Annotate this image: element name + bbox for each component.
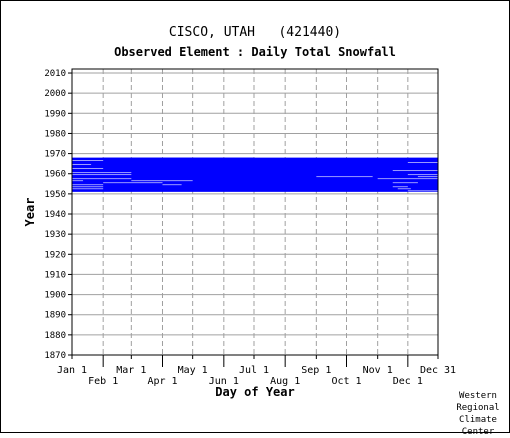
- x-tick-label: Jan 1: [57, 365, 87, 376]
- y-tick-label: 1930: [44, 230, 66, 240]
- chart-subtitle: Observed Element : Daily Total Snowfall: [114, 45, 396, 59]
- x-tick-label: Mar 1: [116, 365, 146, 376]
- x-tick-label: Oct 1: [331, 376, 361, 387]
- y-tick-label: 1960: [44, 170, 66, 180]
- missing-gap: [397, 188, 411, 190]
- y-axis-label: Year: [23, 198, 37, 227]
- missing-gap: [72, 172, 132, 174]
- missing-gap: [392, 182, 418, 184]
- axis-labels: 2010 2000 1990 1980 1970 1960 1950 1940 1930 1920…: [23, 69, 456, 399]
- missing-gap: [72, 164, 92, 165]
- data-layer: [72, 157, 438, 192]
- y-tick-label: 1940: [44, 210, 66, 220]
- plot-border: [71, 68, 439, 356]
- y-tick-label: 1970: [44, 150, 66, 160]
- missing-gap: [72, 184, 104, 186]
- x-tick-label: May 1: [178, 365, 208, 376]
- missing-gap: [72, 178, 132, 180]
- x-tick-label: Jun 1: [209, 376, 239, 387]
- y-tick-label: 1950: [44, 190, 66, 200]
- missing-gap: [392, 170, 438, 172]
- x-tick-label: Feb 1: [88, 376, 118, 387]
- missing-gap: [162, 184, 182, 186]
- plot-area: [72, 69, 438, 355]
- plot-background: [72, 69, 438, 355]
- y-tick-label: 1980: [44, 129, 66, 139]
- x-tick-label: Dec 1: [393, 376, 423, 387]
- missing-gap: [392, 186, 408, 188]
- y-tick-label: 1990: [44, 109, 66, 119]
- x-tick-label: Nov 1: [363, 365, 393, 376]
- missing-gap: [377, 178, 438, 180]
- missing-gap: [407, 174, 438, 176]
- credit-line-3: Climate: [459, 415, 497, 425]
- missing-gap: [103, 182, 163, 184]
- credit-line-4: Center: [461, 427, 495, 437]
- missing-gap: [72, 180, 84, 182]
- x-tick-label: Aug 1: [270, 376, 300, 387]
- axes: [68, 68, 439, 367]
- credit-line-1: Western: [459, 391, 497, 401]
- y-tick-label: 1920: [44, 250, 66, 260]
- y-tick-label: 1890: [44, 311, 66, 321]
- x-tick-label: Dec 31: [420, 365, 456, 376]
- missing-gap: [407, 162, 438, 163]
- observed-block: [103, 157, 254, 168]
- credit-block: Western Regional Climate Center: [449, 390, 507, 438]
- y-tick-label: 2000: [44, 89, 66, 99]
- missing-gap: [316, 176, 373, 178]
- x-tick-label: Jul 1: [239, 365, 269, 376]
- chart-title: CISCO, UTAH (421440): [168, 25, 342, 40]
- missing-gap: [417, 176, 438, 178]
- y-tick-label: 1880: [44, 331, 66, 341]
- missing-gap: [72, 174, 132, 176]
- missing-gap: [72, 160, 104, 161]
- missing-gap: [72, 168, 104, 169]
- y-tick-label: 1900: [44, 291, 66, 301]
- missing-gap: [407, 190, 438, 192]
- y-tick-label: 2010: [44, 69, 66, 79]
- y-tick-label: 1910: [44, 270, 66, 280]
- x-axis-label: Day of Year: [215, 385, 294, 399]
- missing-gap: [72, 188, 104, 190]
- missing-gap: [72, 186, 104, 188]
- missing-gap: [131, 180, 193, 182]
- credit-line-2: Regional: [456, 403, 500, 413]
- x-tick-label: Sep 1: [301, 365, 331, 376]
- x-tick-label: Apr 1: [147, 376, 177, 387]
- y-tick-label: 1870: [44, 351, 66, 361]
